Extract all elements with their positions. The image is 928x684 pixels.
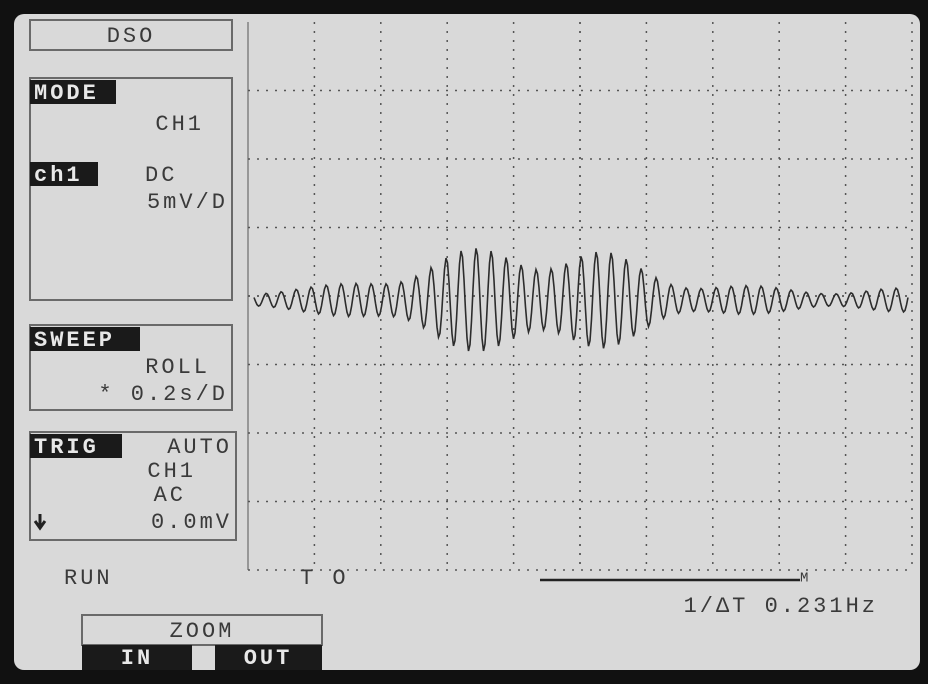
mode-value: CH1 xyxy=(155,112,204,137)
trigger-source: CH1 xyxy=(147,459,196,484)
cursor-readout: 1/ΔT 0.231Hz xyxy=(684,594,878,619)
zoom-label: ZOOM xyxy=(170,619,235,644)
channel-coupling: DC xyxy=(145,163,177,188)
sweep-scale: * 0.2s/D xyxy=(98,382,228,407)
mode-label: MODE xyxy=(34,81,99,106)
channel-scale: 5mV/D xyxy=(147,190,228,215)
oscilloscope-screen: DSO MODE CH1 ch1 DC 5mV/D SWEEP ROLL * 0… xyxy=(0,0,928,684)
zoom-in-label[interactable]: IN xyxy=(121,646,153,671)
title: DSO xyxy=(107,24,156,49)
cursor-start: T O xyxy=(300,566,349,591)
zoom-out-label[interactable]: OUT xyxy=(244,646,293,671)
trigger-label: TRIG xyxy=(34,435,99,460)
cursor-end: M xyxy=(800,571,811,587)
sweep-label: SWEEP xyxy=(34,328,115,353)
status: RUN xyxy=(64,566,113,591)
trigger-level: 0.0mV xyxy=(151,510,232,535)
trigger-mode: AUTO xyxy=(167,435,232,460)
sweep-mode: ROLL xyxy=(145,355,210,380)
trigger-coupling: AC xyxy=(154,483,186,508)
channel-label: ch1 xyxy=(34,163,83,188)
